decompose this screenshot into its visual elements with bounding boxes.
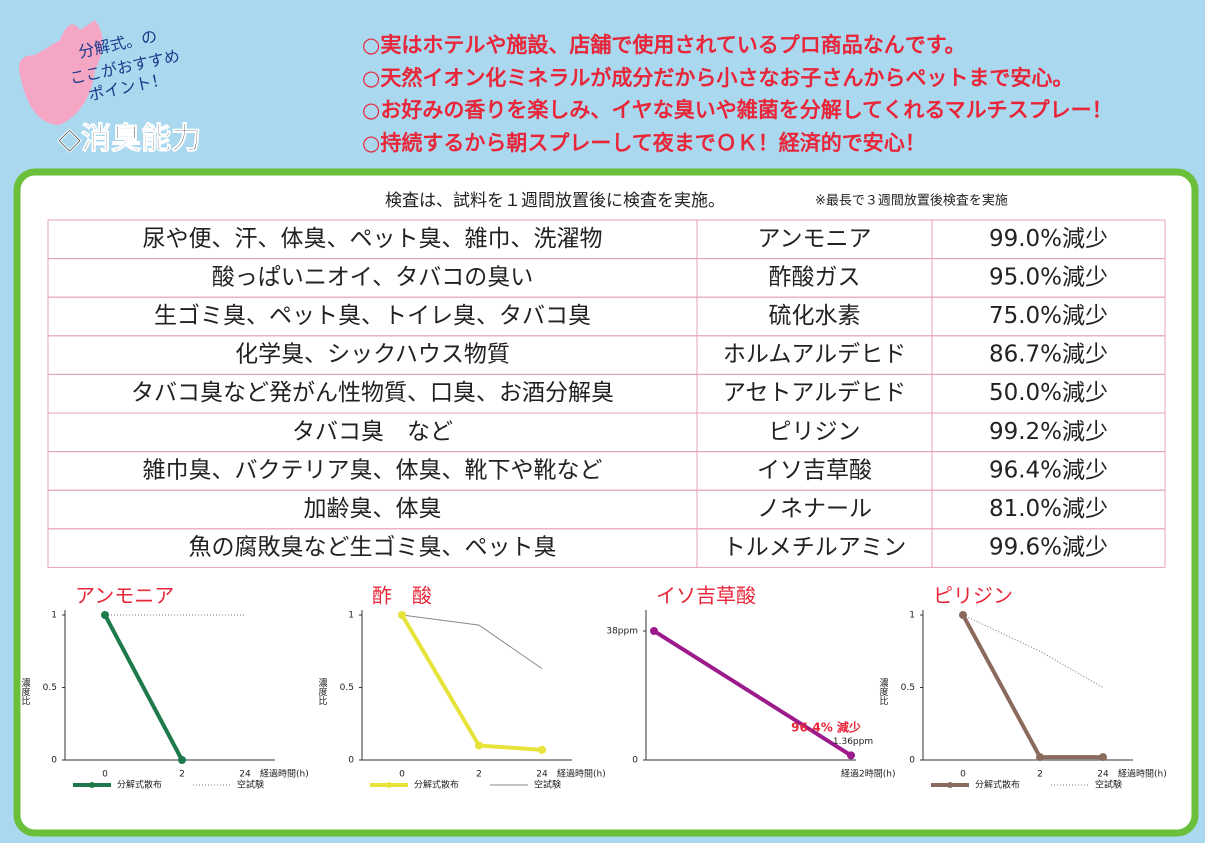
cell-text: 尿や便、汗、体臭、ペット臭、雑巾、洗濯物 [143,226,603,252]
data-point [959,611,967,619]
legend-label: 空試験 [237,779,264,791]
y-tick-label: 0 [51,756,57,766]
legend-label: 分解式散布 [414,779,459,791]
y-tick-label: 38ppm [606,627,638,637]
cell-text: 99.2%減少 [989,419,1108,445]
cell-text: 99.0%減少 [989,226,1108,252]
data-point [475,741,483,750]
y-tick-label: 0 [909,756,915,766]
point: ○実はホテルや施設、店舗で使用されているプロ商品なんです。 [362,33,966,57]
legend-label: 分解式散布 [975,779,1020,791]
y-axis-label: 濃度比 [20,677,31,705]
cell-text: ノネナール [757,496,872,522]
series-line [401,614,543,670]
data-point [101,611,109,619]
cell-text: 86.7%減少 [989,342,1108,368]
hand-icon [19,20,103,125]
table-cell [931,528,1166,568]
data-point [538,745,546,754]
data-point [178,756,186,764]
cell-text: 81.0%減少 [989,496,1108,522]
cell-text: 75.0%減少 [989,303,1108,329]
note: 検査は、試料を１週間放置後に検査を実施。 [385,191,725,211]
data-point [1036,753,1044,762]
x-tick-label: 0 [960,770,966,780]
series-line [652,629,853,758]
data-point [650,627,658,635]
chart-title: ピリジン [933,584,1013,608]
cell-text: 96.4%減少 [989,457,1108,483]
x-tick-label: 24 [536,770,548,780]
data-point [1099,753,1107,762]
cell-text: トルメチルアミン [723,535,907,561]
data-point [398,611,406,619]
x-tick-label: 2 [476,770,482,780]
cell-text: 魚の腐敗臭など生ゴミ臭、ペット臭 [189,535,557,561]
cell-text: アセトアルデヒド [723,380,906,406]
series-line [103,614,184,761]
cell-text: 99.6%減少 [989,535,1108,561]
chart-title: 酢 酸 [372,584,432,608]
chart-title: アンモニア [75,584,174,608]
x-tick-label: 24 [1097,770,1109,780]
x-axis-label: 経過時間(h) [1118,768,1167,780]
cell-text: タバコ臭 など [292,419,453,445]
y-tick-label: 0.5 [901,683,915,693]
legend-label: 空試験 [534,779,561,791]
legend-marker [386,782,392,788]
cell-text: 加齢臭、体臭 [304,496,442,522]
legend-marker [947,782,953,788]
x-tick-label: 24 [239,770,251,780]
cell-text: 雑巾臭、バクテリア臭、体臭、靴下や靴など [143,457,603,483]
cell-text: 酸っぱいニオイ、タバコの臭い [212,264,534,290]
chart-title: イソ吉草酸 [656,584,756,608]
data-point [847,751,855,760]
y-axis-label: 濃度比 [317,677,328,705]
y-tick-label: 1 [348,611,354,621]
x-tick-label: 0 [399,770,405,780]
legend-marker [89,782,95,788]
y-tick-label: 1 [909,611,915,621]
point: ○持続するから朝スプレーして夜までＯＫ！経済的で安心！ [362,131,926,155]
point: ○天然イオン化ミネラルが成分だから小さなお子さんからペットまで安心。 [362,66,1073,90]
y-tick-label: 0 [348,756,354,766]
y-tick-label: 0 [632,756,638,766]
x-axis-label: 経過2時間(h) [841,768,895,780]
point: ○お好みの香りを楽しみ、イヤな臭いや雑菌を分解してくれるマルチスプレー！ [362,98,1113,122]
x-tick-label: 2 [179,770,185,780]
cell-text: 酢酸ガス [769,264,861,290]
cell-text: タバコ臭など発がん性物質、口臭、お酒分解臭 [131,380,614,406]
y-tick-label: 0.5 [340,683,354,693]
y-tick-label: 1 [51,611,57,621]
cell-text: 硫化水素 [769,303,861,329]
annotation: 96.4% 減少 [791,720,861,735]
note-sub: ※最長で３週間放置後検査を実施 [815,193,1008,209]
cell-text: 50.0%減少 [989,380,1108,406]
cell-text: アンモニア [757,226,871,252]
cell-text: 化学臭、シックハウス物質 [235,342,510,368]
x-axis-label: 経過時間(h) [260,768,309,780]
y-axis-label: 濃度比 [878,677,889,705]
legend-label: 空試験 [1095,779,1122,791]
y-tick-label: 0.5 [43,683,57,693]
legend-label: 分解式散布 [117,779,162,791]
cell-text: ピリジン [769,419,861,445]
x-tick-label: 2 [1037,770,1043,780]
cell-text: 生ゴミ臭、ペット臭、トイレ臭、タバコ臭 [154,303,591,329]
cell-text: ホルムアルデヒド [723,342,906,368]
content-box [13,168,1199,837]
heading: ◇消臭能力 [58,122,201,157]
cell-text: 95.0%減少 [989,264,1108,290]
x-tick-label: 0 [102,770,108,780]
x-axis-label: 経過時間(h) [557,768,606,780]
value-label: 1.36ppm [833,737,873,747]
cell-text: イソ吉草酸 [757,457,872,483]
